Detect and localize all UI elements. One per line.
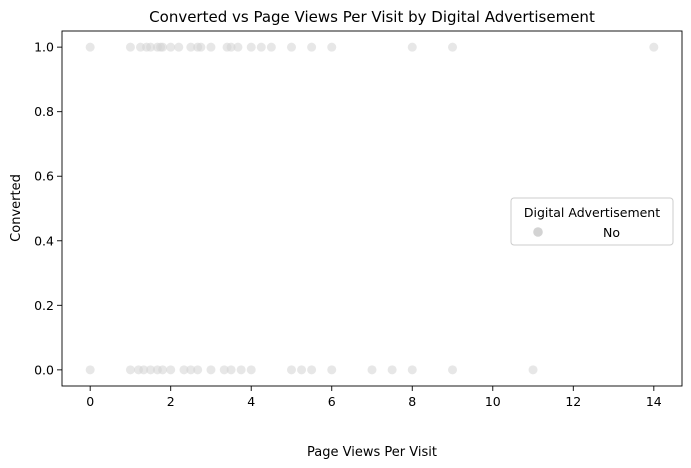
- data-point-9: [174, 42, 184, 52]
- data-point-36: [193, 365, 203, 375]
- data-point-49: [448, 365, 458, 375]
- data-point-21: [307, 42, 317, 52]
- data-point-50: [528, 365, 538, 375]
- y-tick-label-4: 0.8: [34, 104, 54, 119]
- x-tick-label-5: 10: [485, 394, 501, 409]
- data-point-47: [387, 365, 397, 375]
- data-point-38: [219, 365, 229, 375]
- data-point-46: [367, 365, 377, 375]
- data-point-1: [125, 42, 135, 52]
- data-point-16: [233, 42, 243, 52]
- data-point-32: [158, 365, 168, 375]
- data-point-43: [297, 365, 307, 375]
- data-point-45: [327, 365, 337, 375]
- data-point-24: [448, 42, 458, 52]
- data-point-41: [246, 365, 256, 375]
- y-axis-label: Converted: [9, 174, 24, 242]
- legend-marker-no: [533, 227, 543, 237]
- data-point-20: [286, 42, 296, 52]
- x-tick-label-2: 4: [247, 394, 255, 409]
- data-point-22: [327, 42, 337, 52]
- data-point-37: [206, 365, 216, 375]
- data-point-40: [236, 365, 246, 375]
- data-point-34: [179, 365, 189, 375]
- x-tick-label-7: 14: [646, 394, 662, 409]
- y-tick-label-0: 0.0: [34, 362, 54, 377]
- data-point-13: [206, 42, 216, 52]
- plot-frame: [61, 30, 683, 387]
- data-point-25: [649, 42, 659, 52]
- data-point-42: [286, 365, 296, 375]
- data-point-33: [166, 365, 176, 375]
- y-tick-label-1: 0.2: [34, 298, 54, 313]
- y-axis-ticks: 0.0 0.2 0.4 0.6 0.8 1.0: [34, 40, 62, 377]
- data-point-4: [146, 42, 156, 52]
- data-point-17: [246, 42, 256, 52]
- legend: Digital Advertisement No: [510, 197, 674, 246]
- chart-title: Converted vs Page Views Per Visit by Dig…: [149, 8, 595, 26]
- data-point-18: [256, 42, 266, 52]
- data-point-10: [186, 42, 196, 52]
- y-tick-label-5: 1.0: [34, 40, 54, 55]
- y-tick-label-2: 0.4: [34, 233, 54, 248]
- legend-box: [510, 197, 674, 246]
- data-point-15: [226, 42, 236, 52]
- x-tick-label-4: 8: [408, 394, 416, 409]
- data-point-7: [158, 42, 168, 52]
- data-point-27: [125, 365, 135, 375]
- x-tick-label-3: 6: [328, 394, 336, 409]
- x-tick-label-0: 0: [86, 394, 94, 409]
- y-tick-label-3: 0.6: [34, 169, 54, 184]
- data-point-44: [307, 365, 317, 375]
- data-point-8: [166, 42, 176, 52]
- x-axis-ticks: 0 2 4 6 8 10 12 14: [86, 386, 662, 409]
- data-point-0: [85, 42, 95, 52]
- x-axis-label: Page Views Per Visit: [307, 445, 437, 460]
- legend-title: Digital Advertisement: [524, 205, 660, 220]
- data-point-48: [407, 365, 417, 375]
- x-tick-label-1: 2: [167, 394, 175, 409]
- data-point-29: [139, 365, 149, 375]
- data-point-35: [186, 365, 196, 375]
- legend-entry-no: No: [603, 225, 620, 240]
- data-point-30: [146, 365, 156, 375]
- data-point-23: [407, 42, 417, 52]
- x-tick-label-6: 12: [565, 394, 581, 409]
- data-point-12: [196, 42, 206, 52]
- data-point-39: [226, 365, 236, 375]
- data-point-19: [266, 42, 276, 52]
- data-point-26: [85, 365, 95, 375]
- points-layer: [85, 42, 659, 375]
